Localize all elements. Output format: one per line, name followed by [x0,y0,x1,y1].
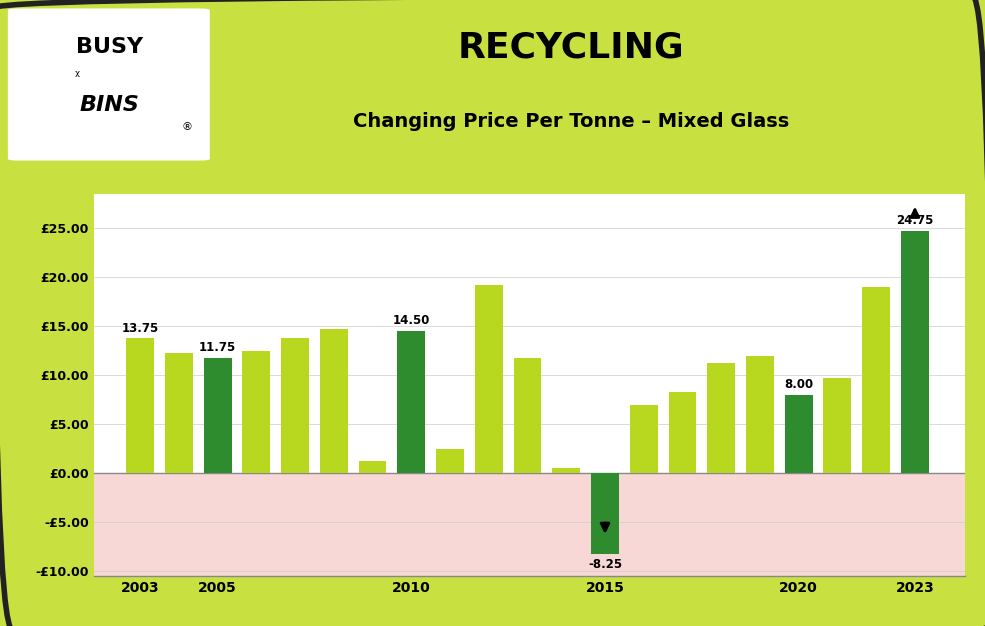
Bar [553,468,580,473]
Bar [94,473,965,576]
Bar [281,339,309,473]
Bar [436,449,464,473]
Bar [901,231,929,473]
Text: ®: ® [181,122,193,131]
Bar [126,339,154,473]
Bar [746,356,774,473]
Text: 14.50: 14.50 [393,314,430,327]
Text: 13.75: 13.75 [121,322,159,334]
Bar [591,473,619,554]
Bar [785,395,813,473]
Bar [242,351,270,473]
Bar [862,287,890,473]
Bar [823,377,851,473]
Text: BINS: BINS [80,95,139,115]
Bar [513,358,542,473]
Bar [669,393,696,473]
Bar [707,363,735,473]
Bar [397,331,426,473]
Text: Changing Price Per Tonne – Mixed Glass: Changing Price Per Tonne – Mixed Glass [354,112,789,131]
Bar [204,358,231,473]
Bar [629,404,658,473]
Text: -8.25: -8.25 [588,558,623,571]
Text: RECYCLING: RECYCLING [458,30,685,64]
Bar [320,329,348,473]
Text: 24.75: 24.75 [896,214,934,227]
FancyBboxPatch shape [8,9,210,161]
Text: BUSY: BUSY [76,38,143,58]
Text: 8.00: 8.00 [784,378,814,391]
Bar [359,461,386,473]
Bar [475,285,502,473]
Bar [164,353,193,473]
Text: 11.75: 11.75 [199,341,236,354]
Text: ᵡ: ᵡ [74,69,80,83]
